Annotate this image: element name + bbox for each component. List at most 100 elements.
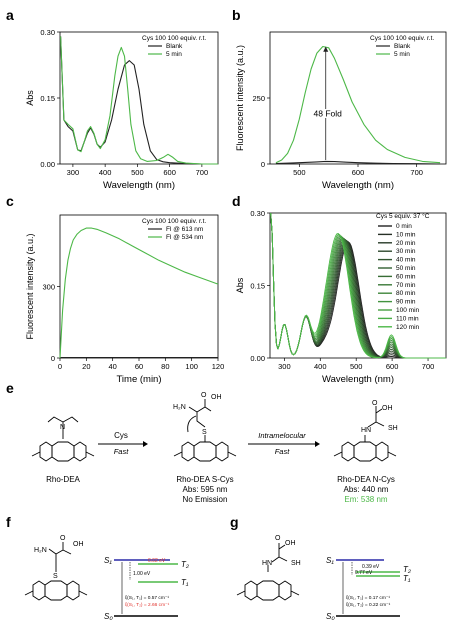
legend-entry: 0 min bbox=[396, 223, 412, 230]
chart-d-absorbance-time: 300 400 500 600 700 0.00 0.15 0.30 Wavelength (n… bbox=[235, 209, 447, 385]
c2-s-atom: S bbox=[202, 429, 207, 436]
f-s0-label: S₀ bbox=[104, 612, 113, 621]
y-tick-label: 0 bbox=[51, 354, 55, 363]
x-tick-label: 80 bbox=[161, 362, 169, 371]
legend-entry: 90 min bbox=[396, 299, 416, 306]
x-tick-label: 300 bbox=[67, 168, 80, 177]
series-line bbox=[59, 227, 219, 359]
energy-diagram-g: S₁ S₀ T₂ T₁ 0.39 eV 0.77 eV ξ(S₁, T₁) = … bbox=[326, 556, 411, 621]
y-axis-label: Abs bbox=[235, 277, 245, 293]
legend-title: Cys 100 100 equiv. r.t. bbox=[370, 35, 434, 42]
molecule-rho-dea-s-cys bbox=[173, 399, 237, 462]
panel-f-structure bbox=[24, 542, 88, 601]
g-gap-t1: 0.77 eV bbox=[355, 570, 373, 576]
c2-oh: OH bbox=[211, 394, 222, 401]
legend-entry: 70 min bbox=[396, 282, 416, 289]
energy-diagram-f: S₁ S₀ T₂ T₁ 0.02 eV 1.00 eV ξ(S₁, T₁) = … bbox=[104, 556, 189, 621]
y-tick-label: 0.30 bbox=[40, 28, 55, 37]
f-soc-1: ξ(S₁, T₁) = 0.57 cm⁻¹ bbox=[125, 595, 169, 601]
y-tick-label: 300 bbox=[42, 283, 55, 292]
legend-entry: 100 min bbox=[396, 307, 420, 314]
x-tick-label: 400 bbox=[99, 168, 112, 177]
panel-label-b: b bbox=[232, 7, 241, 23]
c2-o: O bbox=[201, 392, 207, 399]
g-o: O bbox=[275, 535, 281, 542]
legend-entry: 10 min bbox=[396, 231, 416, 238]
x-axis-label: Wavelength (nm) bbox=[322, 180, 394, 191]
plot-frame bbox=[269, 31, 447, 165]
x-tick-label: 600 bbox=[352, 168, 365, 177]
x-tick-label: 500 bbox=[350, 362, 363, 371]
x-tick-label: 120 bbox=[212, 362, 225, 371]
f-s1-label: S₁ bbox=[104, 556, 112, 565]
panel-label-d: d bbox=[232, 193, 241, 209]
arrow-2-label: Intramelocular bbox=[258, 431, 306, 440]
c2-h2n: H₂N bbox=[173, 404, 186, 411]
g-oh: OH bbox=[285, 540, 296, 547]
x-tick-label: 400 bbox=[314, 362, 327, 371]
c3-nh: HN bbox=[361, 427, 371, 434]
c3-oh: OH bbox=[382, 405, 393, 412]
x-tick-label: 500 bbox=[131, 168, 144, 177]
series-line bbox=[275, 45, 441, 164]
panel-label-e: e bbox=[6, 380, 14, 396]
series-line bbox=[60, 36, 218, 165]
y-tick-label: 0.15 bbox=[250, 282, 265, 291]
legend-entry: Blank bbox=[166, 43, 183, 50]
panel-label-c: c bbox=[6, 193, 14, 209]
y-tick-label: 0.00 bbox=[250, 354, 265, 363]
f-gap-t2: 0.02 eV bbox=[148, 558, 166, 564]
legend-entry: 50 min bbox=[396, 265, 416, 272]
x-axis-label: Wavelength (nm) bbox=[322, 374, 394, 385]
x-tick-label: 100 bbox=[185, 362, 198, 371]
f-oh: OH bbox=[73, 541, 84, 548]
c3-name: Rho-DEA N-Cys bbox=[337, 475, 395, 484]
x-tick-label: 0 bbox=[58, 362, 62, 371]
legend-entry: 110 min bbox=[396, 315, 419, 322]
y-tick-label: 250 bbox=[252, 94, 265, 103]
legend-entry: 120 min bbox=[396, 324, 420, 331]
x-tick-label: 700 bbox=[422, 362, 435, 371]
c3-sh: SH bbox=[388, 425, 398, 432]
x-tick-label: 300 bbox=[278, 362, 291, 371]
chart-b-fluorescence: 500 600 700 0 250 Wavelength (nm) Fluorescent … bbox=[235, 31, 447, 191]
f-gap-t1: 1.00 eV bbox=[133, 571, 151, 577]
series-line bbox=[60, 36, 218, 165]
f-s-atom: S bbox=[53, 573, 58, 580]
y-tick-label: 0.30 bbox=[250, 209, 265, 218]
c1-n-atom: N bbox=[60, 424, 65, 431]
c3-o: O bbox=[372, 400, 378, 407]
c2-abs: Abs: 595 nm bbox=[183, 485, 228, 494]
c2-name: Rho-DEA S-Cys bbox=[176, 475, 233, 484]
series-line bbox=[270, 212, 446, 359]
g-t1-label: T₁ bbox=[403, 574, 411, 583]
f-t1-label: T₁ bbox=[181, 578, 189, 587]
arrow-1-reagent: Cys bbox=[114, 431, 128, 440]
c1-name: Rho-DEA bbox=[46, 475, 80, 484]
g-sh: SH bbox=[291, 560, 301, 567]
molecule-rho-dea bbox=[31, 416, 95, 462]
f-o: O bbox=[60, 535, 66, 542]
y-tick-label: 0.00 bbox=[40, 160, 55, 169]
legend-entry: 5 min bbox=[166, 51, 182, 58]
arrow-2-condition: Fast bbox=[275, 447, 291, 456]
x-tick-label: 500 bbox=[293, 168, 306, 177]
arrow-1-head bbox=[143, 441, 148, 447]
legend-entry: Fl @ 613 nm bbox=[166, 226, 203, 233]
c3-abs: Abs: 440 nm bbox=[344, 485, 389, 494]
g-gap-t2: 0.39 eV bbox=[362, 564, 380, 570]
c3-emission: Em: 538 nm bbox=[344, 495, 387, 504]
f-h2n: H₂N bbox=[34, 547, 47, 554]
panel-g-structure bbox=[236, 543, 300, 601]
annotation-arrow-head bbox=[323, 46, 329, 52]
y-tick-label: 0.15 bbox=[40, 94, 55, 103]
arrow-2-head bbox=[315, 441, 320, 447]
y-tick-label: 0 bbox=[261, 160, 265, 169]
legend-title: Cys 100 100 equiv. r.t. bbox=[142, 35, 206, 42]
x-tick-label: 600 bbox=[163, 168, 176, 177]
panel-label-f: f bbox=[6, 514, 11, 530]
series-line bbox=[275, 160, 441, 165]
reaction-scheme: N Rho-DEA Cys Fast S H₂N OH O Rho-DEA S-… bbox=[31, 392, 398, 504]
x-axis-label: Time (min) bbox=[116, 374, 161, 385]
